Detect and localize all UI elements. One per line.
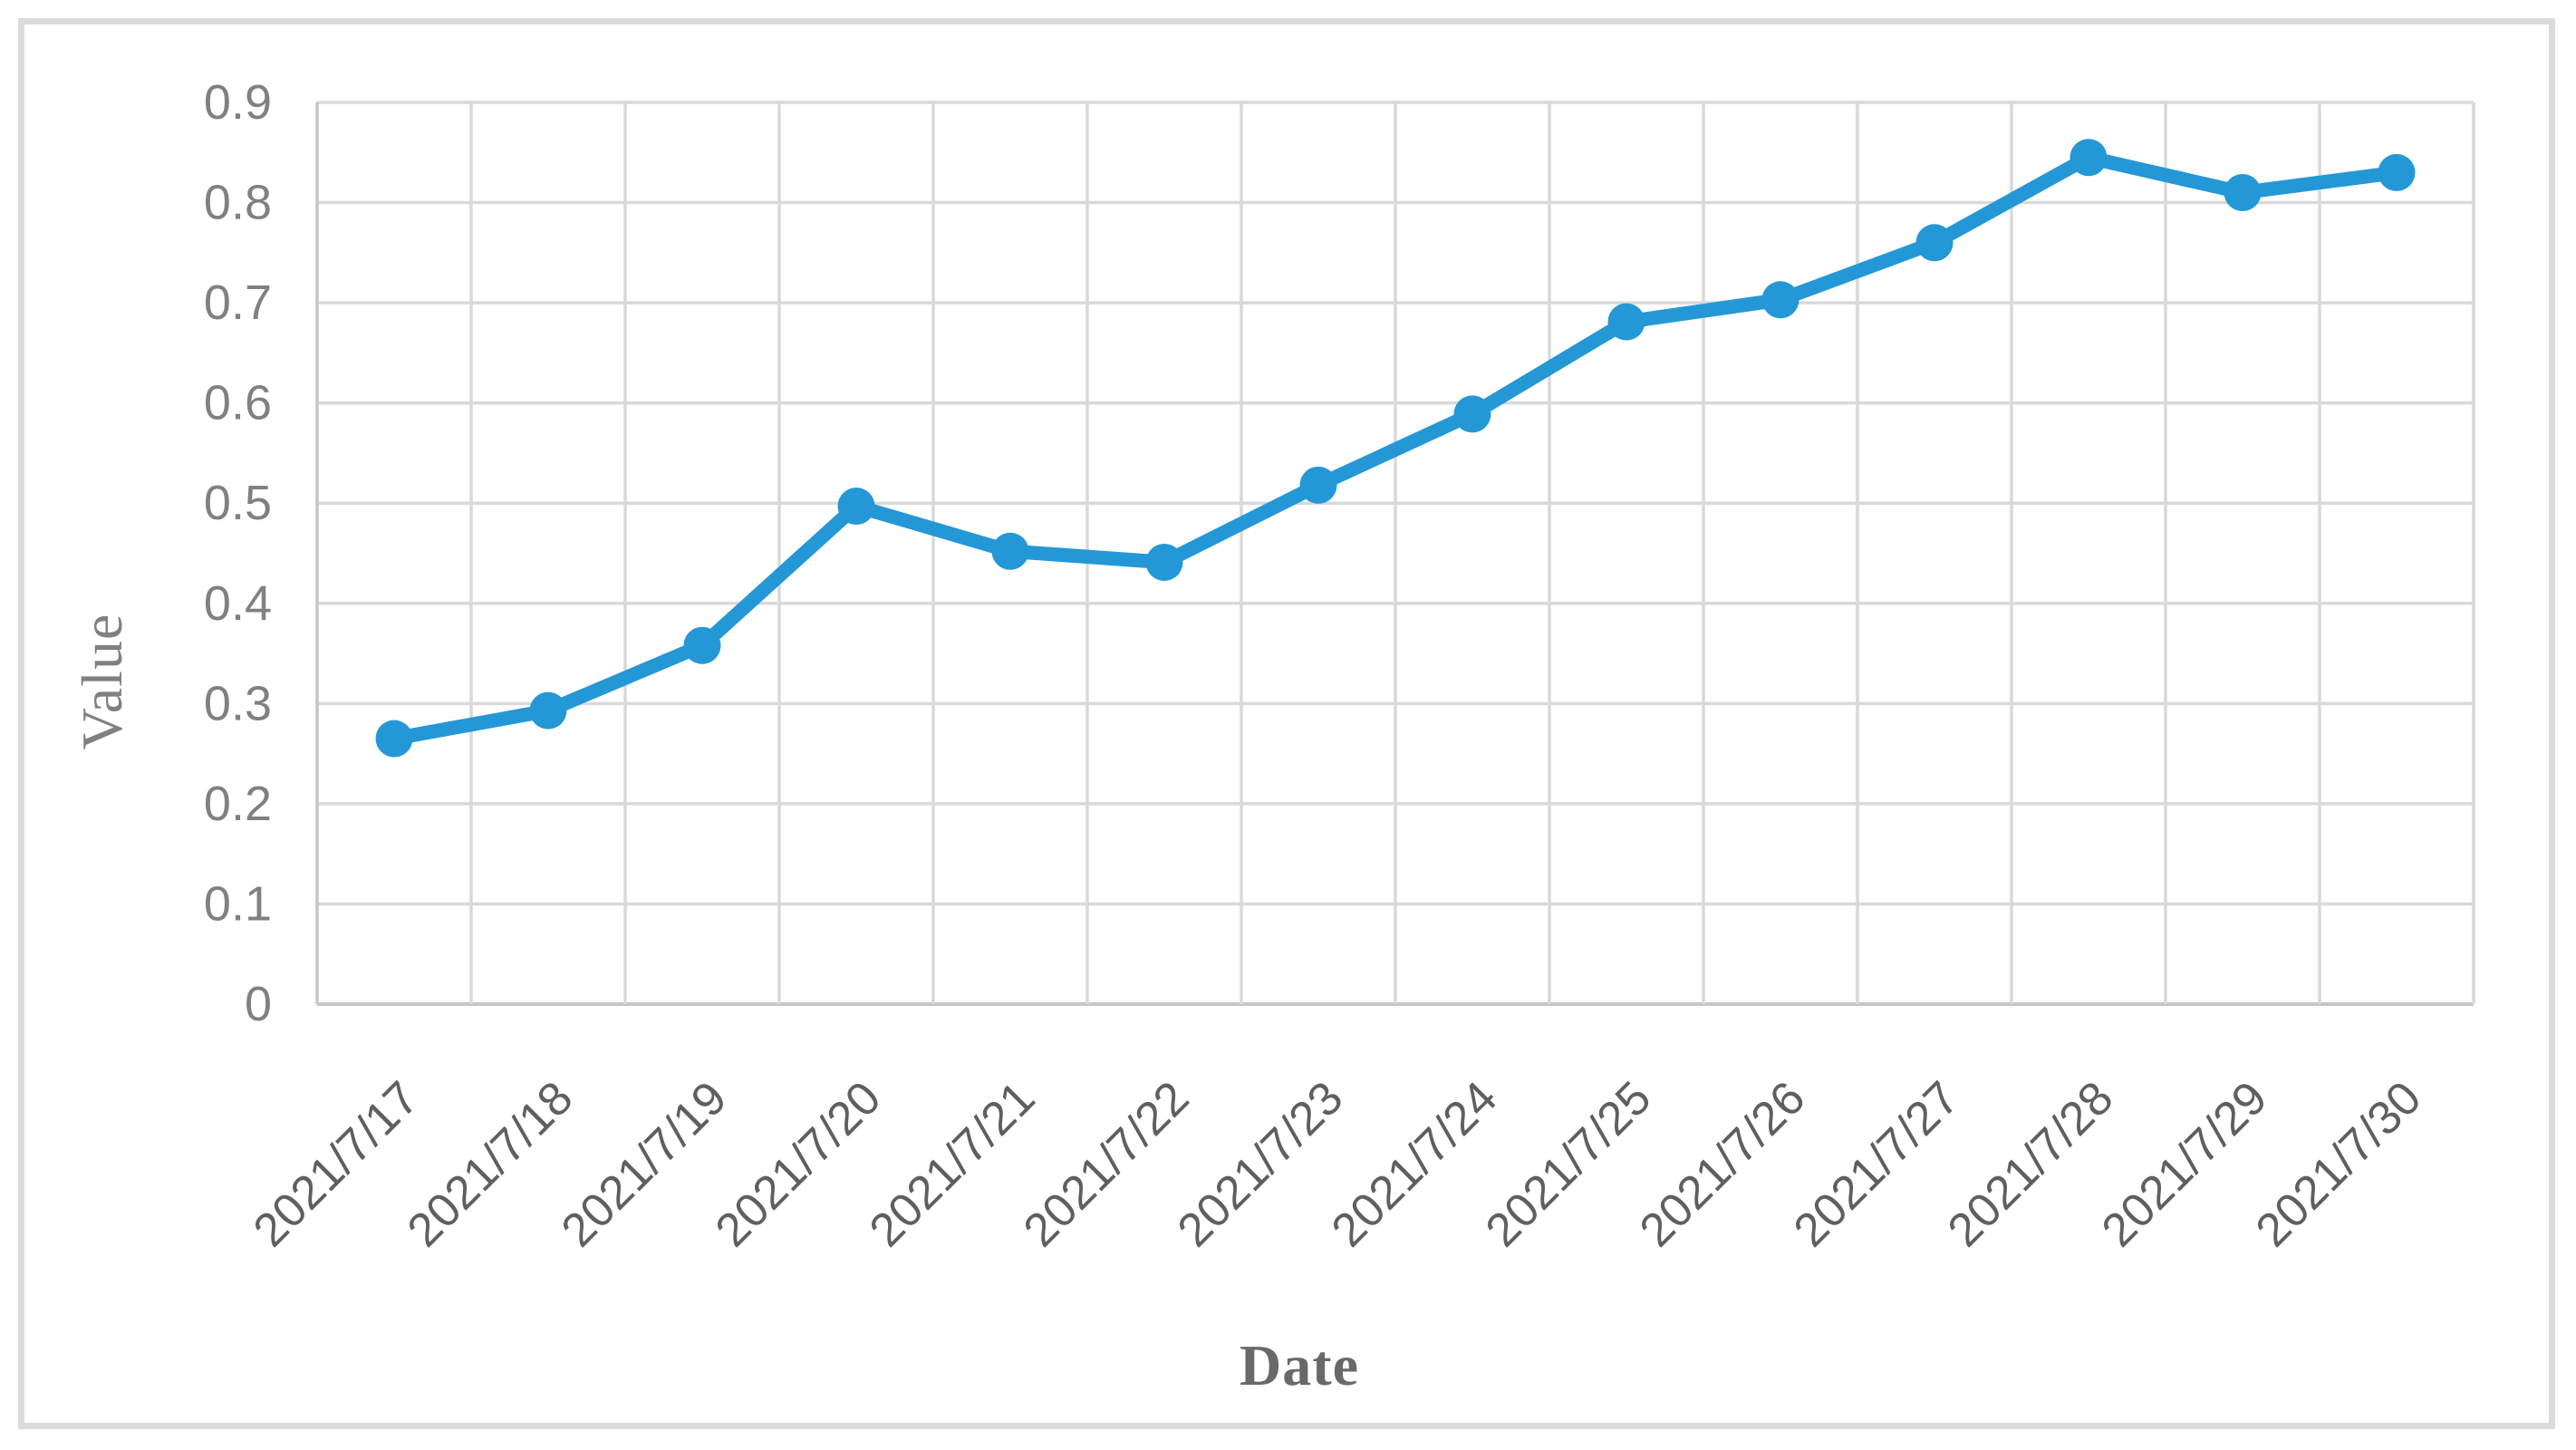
data-point-marker (683, 626, 721, 664)
x-tick-label: 2021/7/27 (1784, 1071, 1970, 1257)
y-tick-label: 0.6 (204, 376, 272, 430)
data-point-marker (991, 532, 1029, 570)
data-point-marker (529, 691, 567, 730)
data-point-marker (1607, 303, 1645, 341)
figure-border (18, 18, 2555, 1429)
y-tick-label: 0.2 (204, 777, 272, 831)
data-point-marker (2378, 153, 2416, 191)
y-tick-label: 0.5 (204, 476, 272, 530)
y-tick-label: 0.1 (204, 876, 272, 931)
x-tick-label: 2021/7/18 (398, 1071, 584, 1257)
data-point-marker (2224, 174, 2262, 211)
data-point-marker (1145, 543, 1183, 581)
x-tick-label: 2021/7/20 (706, 1071, 892, 1257)
y-tick-label: 0.9 (204, 75, 272, 130)
x-axis-title: Date (1240, 1333, 1359, 1397)
x-tick-label: 2021/7/29 (2092, 1071, 2278, 1257)
y-tick-label: 0.4 (204, 576, 272, 631)
data-point-marker (1915, 224, 1954, 262)
x-tick-label: 2021/7/21 (860, 1071, 1046, 1257)
data-point-marker (375, 720, 413, 758)
x-tick-label: 2021/7/30 (2246, 1071, 2432, 1257)
data-point-marker (1761, 281, 1799, 319)
x-tick-label: 2021/7/19 (552, 1071, 738, 1257)
series-line (387, 150, 2404, 746)
x-tick-label: 2021/7/23 (1168, 1071, 1354, 1257)
x-tick-label: 2021/7/17 (244, 1071, 429, 1257)
x-tick-label: 2021/7/26 (1630, 1071, 1816, 1257)
data-point-marker (1299, 466, 1337, 504)
y-axis-title: Value (70, 613, 134, 750)
x-tick-label: 2021/7/22 (1014, 1071, 1200, 1257)
data-point-marker (1453, 395, 1491, 433)
data-point-marker (2069, 139, 2108, 177)
x-tick-label: 2021/7/28 (1938, 1071, 2124, 1257)
y-tick-label: 0.7 (204, 276, 272, 330)
y-tick-label: 0.8 (204, 176, 272, 230)
y-tick-label: 0 (245, 977, 272, 1031)
y-tick-label: 0.3 (204, 676, 272, 730)
x-tick-label: 2021/7/24 (1322, 1071, 1508, 1257)
x-tick-label: 2021/7/25 (1476, 1071, 1662, 1257)
data-point-marker (837, 488, 875, 526)
